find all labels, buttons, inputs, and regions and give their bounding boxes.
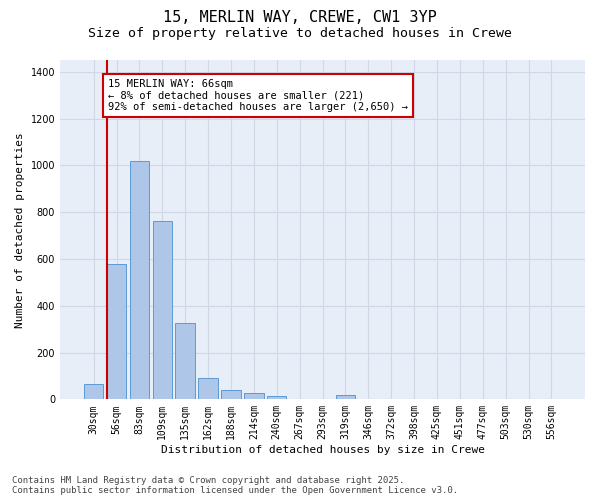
Bar (130, 160, 149, 400)
Bar (152, 222, 172, 400)
Bar (267, 396, 286, 400)
Bar (221, 390, 241, 400)
Bar (335, 394, 355, 400)
Text: Size of property relative to detached houses in Crewe: Size of property relative to detached ho… (88, 28, 512, 40)
Text: Contains HM Land Registry data © Crown copyright and database right 2025.
Contai: Contains HM Land Registry data © Crown c… (12, 476, 458, 495)
Bar (175, 324, 195, 400)
Bar (84, 384, 103, 400)
Text: 15 MERLIN WAY: 66sqm
← 8% of detached houses are smaller (221)
92% of semi-detac: 15 MERLIN WAY: 66sqm ← 8% of detached ho… (108, 78, 408, 112)
Bar (107, 264, 126, 400)
X-axis label: Distribution of detached houses by size in Crewe: Distribution of detached houses by size … (161, 445, 485, 455)
Bar (244, 394, 263, 400)
Bar (199, 378, 218, 400)
Text: 15, MERLIN WAY, CREWE, CW1 3YP: 15, MERLIN WAY, CREWE, CW1 3YP (163, 10, 437, 25)
Y-axis label: Number of detached properties: Number of detached properties (15, 132, 25, 328)
